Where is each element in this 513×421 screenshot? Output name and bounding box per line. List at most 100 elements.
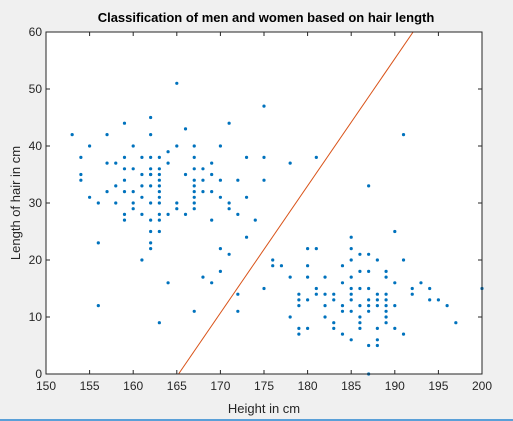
data-point [244, 235, 249, 239]
data-point [210, 190, 214, 194]
data-point [140, 184, 144, 188]
data-point [340, 309, 345, 313]
x-axis-ticks: 150 155 160 165 170 175 180 185 190 195 200 [36, 32, 492, 393]
data-point [201, 190, 205, 194]
data-point [140, 172, 144, 177]
data-point [149, 241, 153, 245]
data-point [122, 218, 127, 222]
x-tick-label: 185 [341, 379, 361, 393]
data-point [122, 178, 127, 182]
data-point [454, 321, 458, 325]
x-tick-label: 155 [80, 379, 100, 393]
x-tick-label: 160 [123, 379, 143, 393]
data-point [192, 309, 196, 313]
data-point [253, 218, 257, 222]
data-point [79, 155, 83, 159]
data-point [131, 144, 135, 148]
data-point [375, 338, 379, 342]
data-point [428, 298, 432, 302]
data-point [367, 252, 371, 256]
data-point [358, 326, 362, 330]
data-point [192, 207, 196, 211]
data-point [367, 343, 371, 348]
data-point [157, 195, 161, 199]
data-point [262, 178, 266, 182]
data-point [401, 332, 406, 336]
data-point [114, 161, 118, 165]
data-point [210, 172, 214, 177]
data-point [140, 195, 144, 199]
data-point [96, 304, 100, 308]
data-point [349, 275, 353, 279]
data-point [314, 286, 318, 291]
data-point [349, 338, 353, 342]
data-point [384, 321, 388, 325]
data-point [340, 264, 345, 268]
data-point [332, 298, 336, 302]
data-point [384, 269, 388, 273]
data-point [218, 144, 222, 148]
x-axis-label: Height in cm [228, 401, 300, 416]
data-point [227, 252, 231, 256]
data-point [332, 321, 336, 325]
data-point [149, 133, 153, 137]
data-point [393, 304, 397, 308]
data-point [192, 167, 196, 171]
chart-title: Classification of men and women based on… [98, 10, 435, 25]
data-point [157, 218, 161, 222]
y-tick-label: 50 [29, 82, 43, 96]
data-point [166, 281, 170, 285]
data-point [297, 304, 301, 308]
data-point [419, 281, 423, 285]
data-point [375, 258, 379, 262]
data-point [271, 258, 275, 262]
data-point [183, 172, 188, 177]
data-point [384, 292, 388, 296]
data-point [183, 127, 188, 131]
data-point [88, 144, 92, 148]
data-point [105, 161, 109, 165]
data-point [314, 155, 318, 159]
data-point [227, 121, 231, 125]
data-point [288, 161, 292, 165]
data-point [157, 201, 161, 205]
data-point [244, 195, 249, 199]
data-point [375, 292, 379, 296]
data-point [358, 252, 362, 256]
data-point [306, 247, 310, 251]
decision-boundary-line [178, 32, 414, 374]
data-point [192, 155, 196, 159]
y-tick-label: 10 [29, 310, 43, 324]
data-point [384, 275, 388, 279]
data-point [367, 184, 371, 188]
data-point [149, 167, 153, 171]
data-point [157, 172, 161, 177]
data-point [114, 184, 118, 188]
data-point [157, 178, 161, 182]
data-point [166, 161, 170, 165]
data-point [332, 326, 336, 330]
data-point [175, 144, 179, 148]
y-axis-ticks: 0 10 20 30 40 50 60 [29, 25, 482, 381]
boundary-layer [178, 32, 414, 374]
data-point [306, 298, 310, 302]
data-point [306, 326, 310, 330]
data-point [236, 178, 240, 182]
data-point [140, 212, 144, 216]
data-point [157, 321, 161, 325]
data-point [297, 326, 301, 330]
data-point [244, 155, 249, 159]
data-point [218, 269, 222, 273]
y-tick-label: 0 [35, 367, 42, 381]
points-layer [70, 81, 484, 376]
data-point [157, 212, 161, 216]
x-tick-label: 195 [428, 379, 448, 393]
data-point [367, 269, 371, 273]
data-point [140, 155, 144, 159]
data-point [157, 184, 161, 188]
data-point [227, 201, 231, 205]
data-point [332, 292, 336, 296]
data-point [236, 292, 240, 296]
x-tick-label: 180 [298, 379, 318, 393]
